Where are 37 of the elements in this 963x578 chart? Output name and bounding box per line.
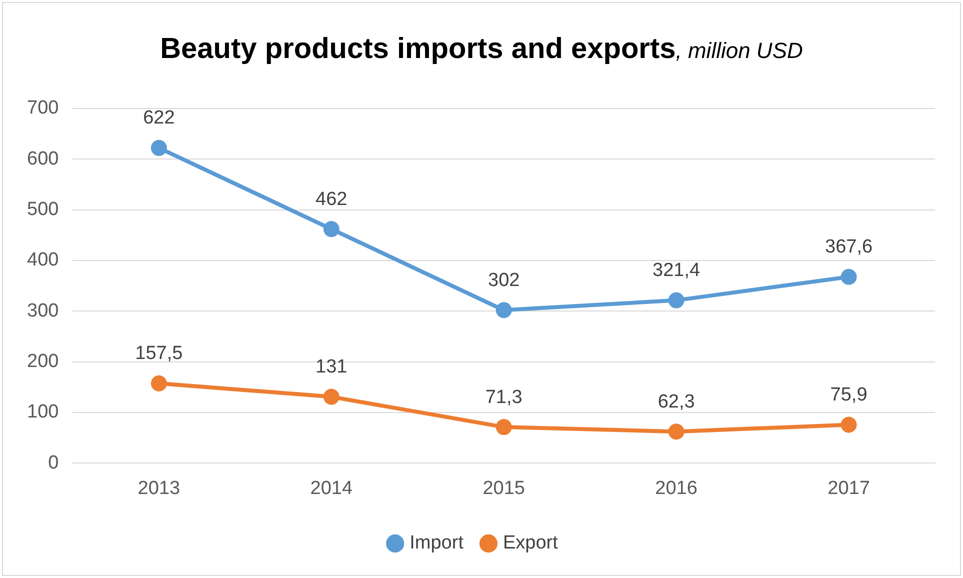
- x-tick-label: 2014: [310, 478, 353, 499]
- data-label: 131: [316, 356, 348, 378]
- point: [668, 292, 684, 308]
- data-label: 321,4: [652, 260, 701, 282]
- data-label: 157,5: [135, 343, 183, 364]
- data-label: 75,9: [830, 384, 868, 406]
- chart-subtitle: , million USD: [676, 38, 803, 63]
- point: [323, 221, 340, 238]
- x-tick-label: 2015: [482, 478, 525, 499]
- data-label: 302: [488, 270, 520, 291]
- chart-title: Beauty products imports and exports: [160, 33, 676, 65]
- point: [496, 419, 512, 436]
- point: [150, 375, 167, 392]
- legend-label: Export: [502, 532, 559, 554]
- point: [150, 140, 167, 156]
- data-label: 622: [143, 108, 175, 129]
- point: [668, 424, 684, 440]
- y-tick-label: 700: [27, 98, 59, 119]
- point: [840, 416, 857, 433]
- y-tick-label: 400: [27, 250, 59, 271]
- data-label: 462: [316, 188, 348, 210]
- y-tick-label: 100: [27, 402, 59, 423]
- x-tick-label: 2016: [655, 478, 698, 499]
- point: [323, 388, 340, 405]
- y-tick-label: 0: [48, 452, 59, 474]
- point: [840, 268, 857, 285]
- y-tick-label: 300: [27, 300, 59, 322]
- y-tick-label: 500: [27, 199, 59, 220]
- x-tick-label: 2017: [828, 478, 870, 499]
- legend-label: Import: [410, 532, 464, 554]
- x-tick-label: 2013: [138, 478, 180, 499]
- y-tick-label: 200: [27, 351, 59, 372]
- data-label: 62,3: [658, 391, 695, 412]
- point: [496, 302, 512, 318]
- data-label: 367,6: [824, 236, 873, 258]
- y-tick-label: 600: [27, 148, 59, 170]
- data-label: 71,3: [485, 386, 522, 408]
